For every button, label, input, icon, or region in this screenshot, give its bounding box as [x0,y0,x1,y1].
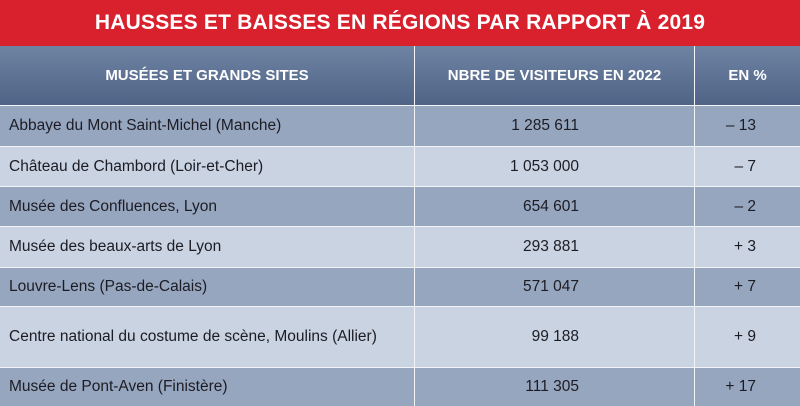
table-cell: + 7 [734,278,756,295]
table-cell: – 2 [734,197,756,215]
table-cell: – 7 [734,157,756,175]
table-row: Château de Chambord (Loir-et-Cher) 1 053 … [0,146,800,186]
table-cell: 111 305 [415,368,695,406]
column-header: NBRE DE VISITEURS EN 2022 [415,46,695,105]
table-cell: + 17 [725,378,756,395]
table-cell: 1 285 611 [415,106,695,146]
table-row: Centre national du costume de scène, Mou… [0,306,800,367]
table-cell: 99 188 [415,307,695,367]
table-cell: Musée des beaux-arts de Lyon [0,227,415,267]
table-cell: Château de Chambord (Loir-et-Cher) [0,147,415,186]
table-body: Abbaye du Mont Saint-Michel (Manche) 1 28… [0,105,800,406]
table-cell: Abbaye du Mont Saint-Michel (Manche) [0,106,415,146]
table-cell: 571 047 [415,268,695,306]
table-cell: + 9 [734,328,756,345]
table-cell: + 3 [734,238,756,255]
header-row: MUSÉES ET GRANDS SITES NBRE DE VISITEURS … [0,46,800,105]
table-cell: Musée de Pont-Aven (Finistère) [0,368,415,406]
table-cell: 1 053 000 [415,147,695,186]
table-cell: 293 881 [415,227,695,267]
table-cell: Centre national du costume de scène, Mou… [0,307,415,367]
table-row: Musée de Pont-Aven (Finistère) 111 305 + 1… [0,367,800,406]
table-cell: – 13 [725,117,756,134]
title-bar: HAUSSES ET BAISSES EN RÉGIONS PAR RAPPOR… [0,0,800,46]
table-row: Musée des beaux-arts de Lyon 293 881 + 3 [0,226,800,267]
table-row: Musée des Confluences, Lyon 654 601 – 2 [0,186,800,226]
table-cell: Musée des Confluences, Lyon [0,187,415,226]
column-header: EN % [728,67,767,84]
table-row: Louvre-Lens (Pas-de-Calais) 571 047 + 7 [0,267,800,306]
title: HAUSSES ET BAISSES EN RÉGIONS PAR RAPPOR… [94,11,706,34]
table-row: Abbaye du Mont Saint-Michel (Manche) 1 28… [0,105,800,146]
column-header: MUSÉES ET GRANDS SITES [0,46,415,105]
table-cell: Louvre-Lens (Pas-de-Calais) [0,268,415,306]
table-cell: 654 601 [415,187,695,226]
